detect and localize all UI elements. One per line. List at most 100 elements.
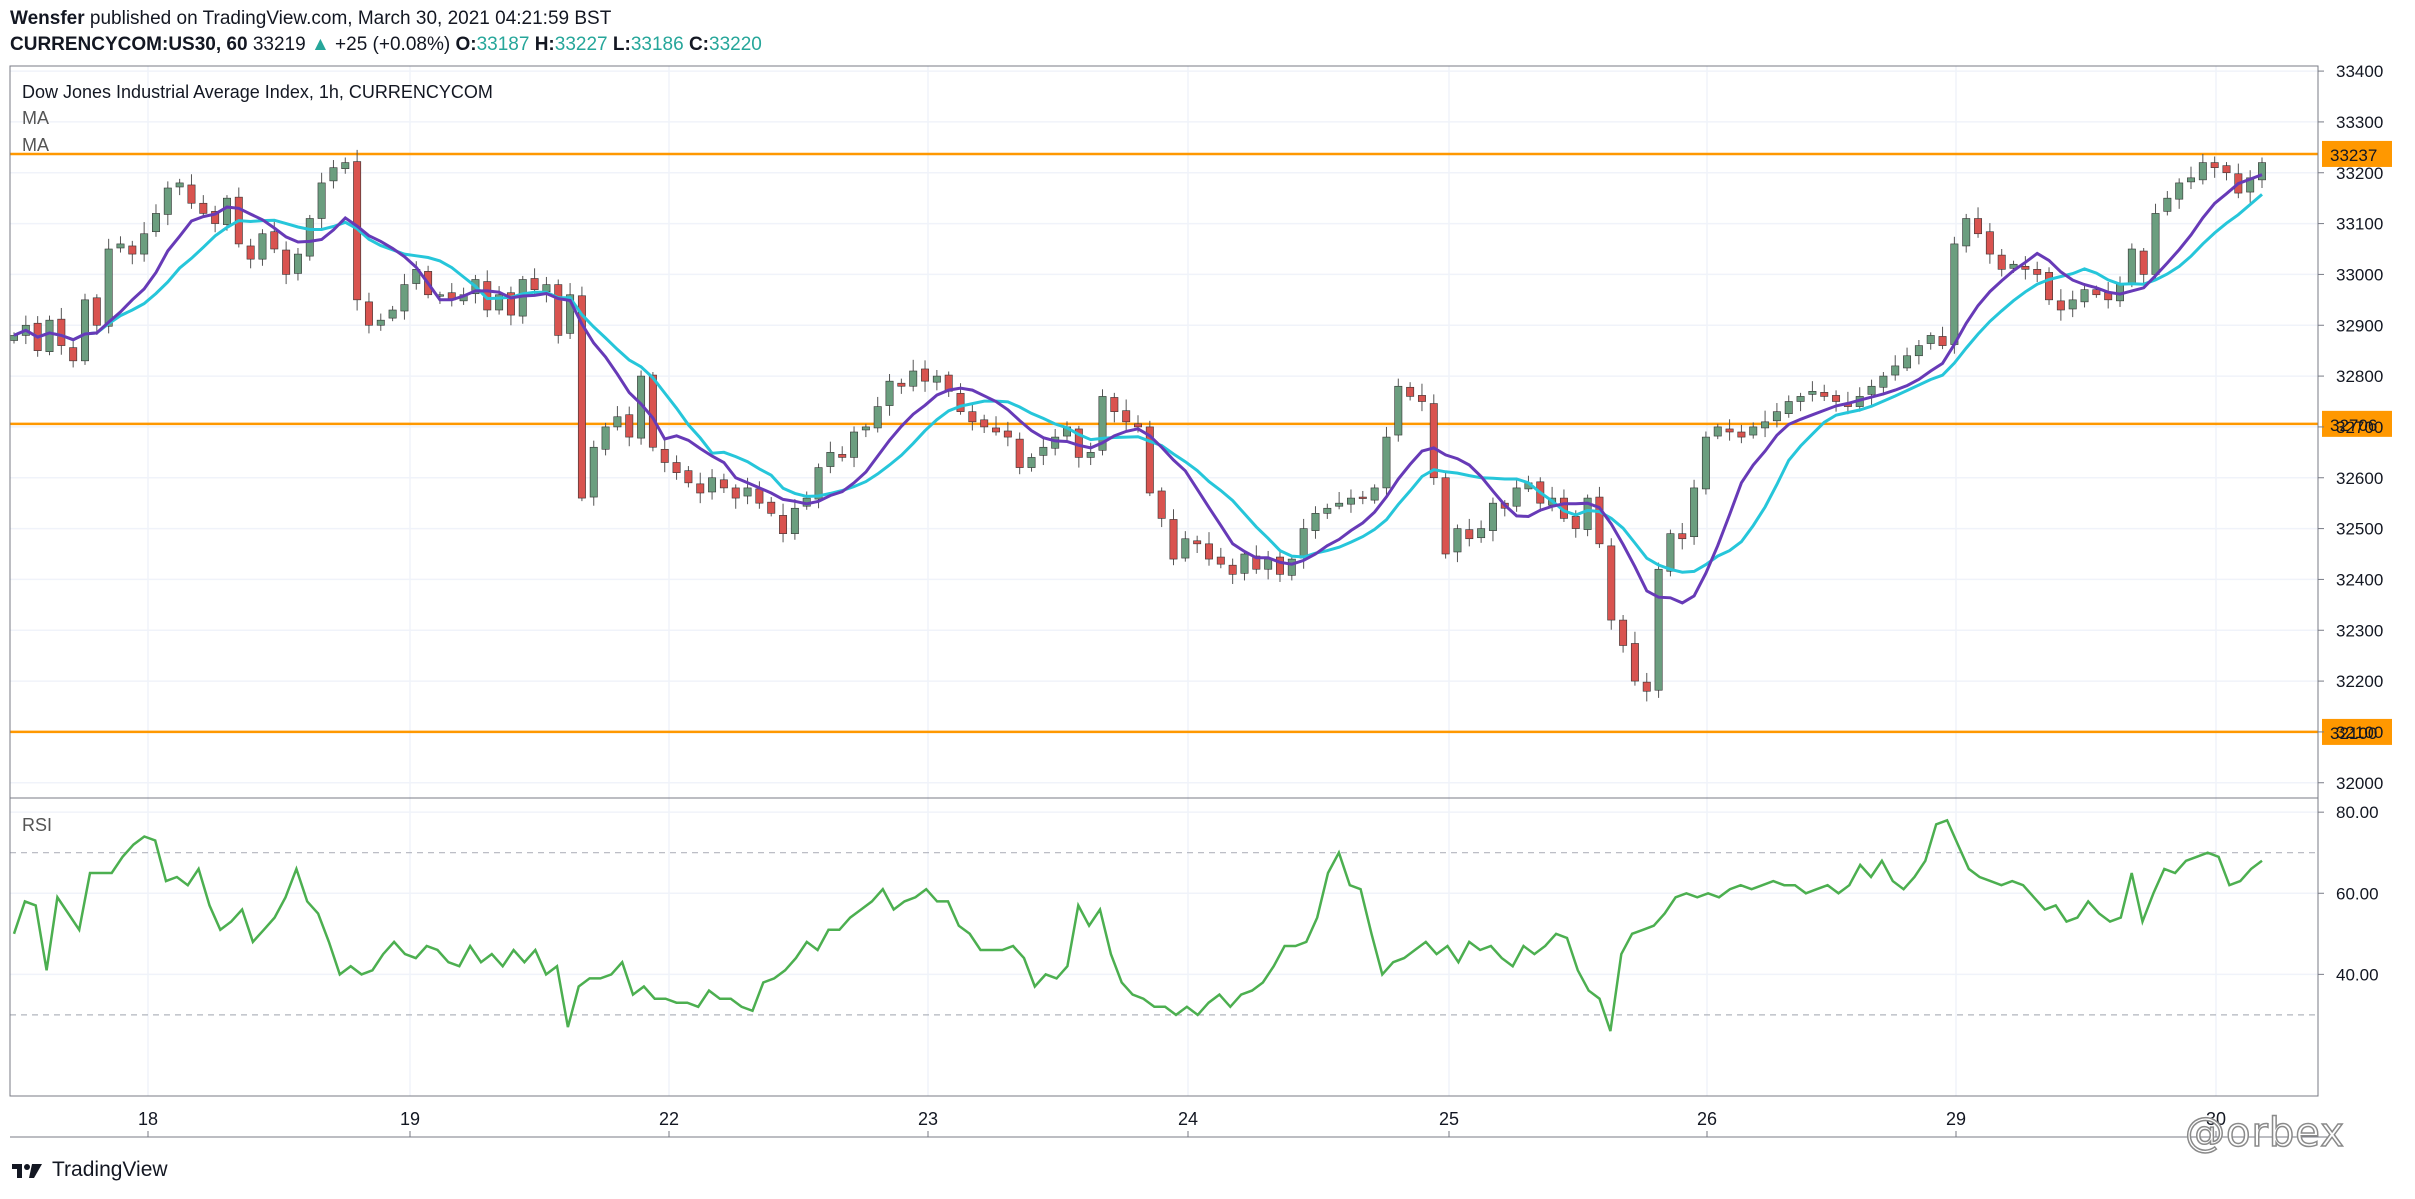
candle-body	[211, 211, 220, 224]
candle-body	[566, 294, 575, 334]
candle-body	[1216, 556, 1225, 565]
time-tick-label: 29	[1946, 1109, 1966, 1129]
candle-body	[1630, 643, 1639, 682]
candle-body	[1619, 619, 1628, 646]
candle-body	[152, 213, 160, 233]
price-tick-label: 32500	[2336, 520, 2383, 539]
candle-body	[57, 318, 66, 346]
candle-body	[932, 375, 941, 383]
author-name[interactable]: Wensfer	[10, 8, 85, 29]
rsi-series	[10, 818, 2318, 1032]
close-value: 33220	[709, 34, 762, 55]
candle-body	[1228, 564, 1237, 575]
candle-body	[1903, 355, 1912, 369]
candle-body	[672, 462, 681, 473]
candle-body	[1240, 553, 1249, 574]
candle-body	[1287, 558, 1296, 576]
candle-body	[873, 406, 882, 429]
candle-body	[542, 284, 551, 293]
candle-body	[223, 197, 231, 225]
candle-body	[1098, 396, 1107, 451]
candle-body	[199, 202, 208, 214]
candle-body	[850, 431, 859, 458]
candle-body	[270, 231, 279, 250]
candle-body	[140, 233, 149, 255]
candle-body	[708, 477, 717, 493]
candle-body	[589, 446, 598, 498]
candle-body	[104, 248, 113, 327]
time-tick-label: 22	[659, 1109, 679, 1129]
candle-body	[1394, 385, 1403, 436]
candle-body	[554, 284, 563, 336]
grid	[10, 66, 2318, 1096]
candle-body	[885, 380, 894, 406]
price-change: +25 (+0.08%)	[335, 34, 451, 55]
candle-body	[1690, 487, 1699, 538]
tradingview-brand: TradingView	[52, 1158, 168, 1181]
candle-body	[2175, 182, 2184, 200]
ma-slow-legend[interactable]: MA	[22, 135, 49, 155]
candle-body	[956, 393, 965, 412]
candle-body	[1193, 540, 1202, 545]
candle-body	[1157, 490, 1166, 519]
time-tick-label: 19	[400, 1109, 420, 1129]
price-tick-label: 32200	[2336, 672, 2383, 691]
candle-body	[861, 426, 870, 431]
rsi-line	[12, 818, 2263, 1032]
candle-body	[1417, 395, 1426, 402]
rsi-tick-label: 80.00	[2336, 803, 2379, 822]
candle-body	[329, 167, 338, 182]
candle-body	[1453, 528, 1462, 553]
candle-body	[1003, 430, 1012, 438]
tradingview-logo-icon	[12, 1164, 42, 1178]
candle-body	[1015, 438, 1024, 468]
candle-body	[1713, 426, 1722, 437]
candle-body	[1205, 543, 1213, 560]
price-tick-label: 32400	[2336, 570, 2383, 589]
candle-body	[1796, 396, 1805, 402]
candle-body	[1276, 556, 1284, 575]
candle-body	[2127, 248, 2136, 284]
candle-body	[921, 368, 929, 382]
candle-body	[69, 347, 78, 362]
candle-body	[1145, 426, 1154, 494]
candle-body	[2068, 299, 2077, 310]
candle-body	[1654, 568, 1663, 691]
candle-body	[1039, 446, 1048, 456]
price-tick-label: 32100	[2336, 723, 2383, 742]
candle-body	[1832, 395, 1841, 402]
candle-body	[2045, 272, 2053, 301]
candle-body	[116, 243, 125, 249]
symbol-label: CURRENCYCOM:US30, 60	[10, 34, 248, 55]
candle-body	[2021, 265, 2030, 270]
candle-body	[2092, 289, 2101, 296]
tradingview-footer[interactable]: TradingView	[10, 1158, 168, 1182]
candle-body	[1725, 428, 1734, 433]
time-tick-label: 24	[1178, 1109, 1198, 1129]
candle-body	[1926, 335, 1935, 344]
candle-body	[1938, 336, 1947, 346]
candle-body	[1347, 497, 1355, 505]
last-price: 33219	[252, 34, 306, 55]
candle-body	[1571, 516, 1580, 529]
axes: 33400 33300 33200 33100 33000 32900 32800 32700…	[9, 62, 2383, 1138]
candle-body	[81, 299, 89, 362]
rsi-legend[interactable]: RSI	[22, 815, 53, 835]
candle-body	[743, 487, 752, 497]
candle-body	[2080, 289, 2089, 303]
candle-body	[1311, 513, 1320, 531]
low-value: 33186	[630, 34, 684, 55]
candle-body	[1974, 218, 1983, 235]
high-label: H:	[534, 34, 555, 55]
candle-body	[495, 294, 504, 311]
candle-body	[814, 467, 823, 500]
price-tick-label: 32900	[2336, 316, 2383, 335]
ma-fast-legend[interactable]: MA	[22, 108, 49, 128]
candle-body	[992, 427, 1000, 433]
time-tick-label: 18	[138, 1109, 158, 1129]
horizontal-levels: 33237 32706 32100	[10, 140, 2392, 745]
candle-body	[1512, 487, 1521, 507]
candle-body	[1820, 392, 1829, 397]
candle-body	[696, 483, 705, 494]
